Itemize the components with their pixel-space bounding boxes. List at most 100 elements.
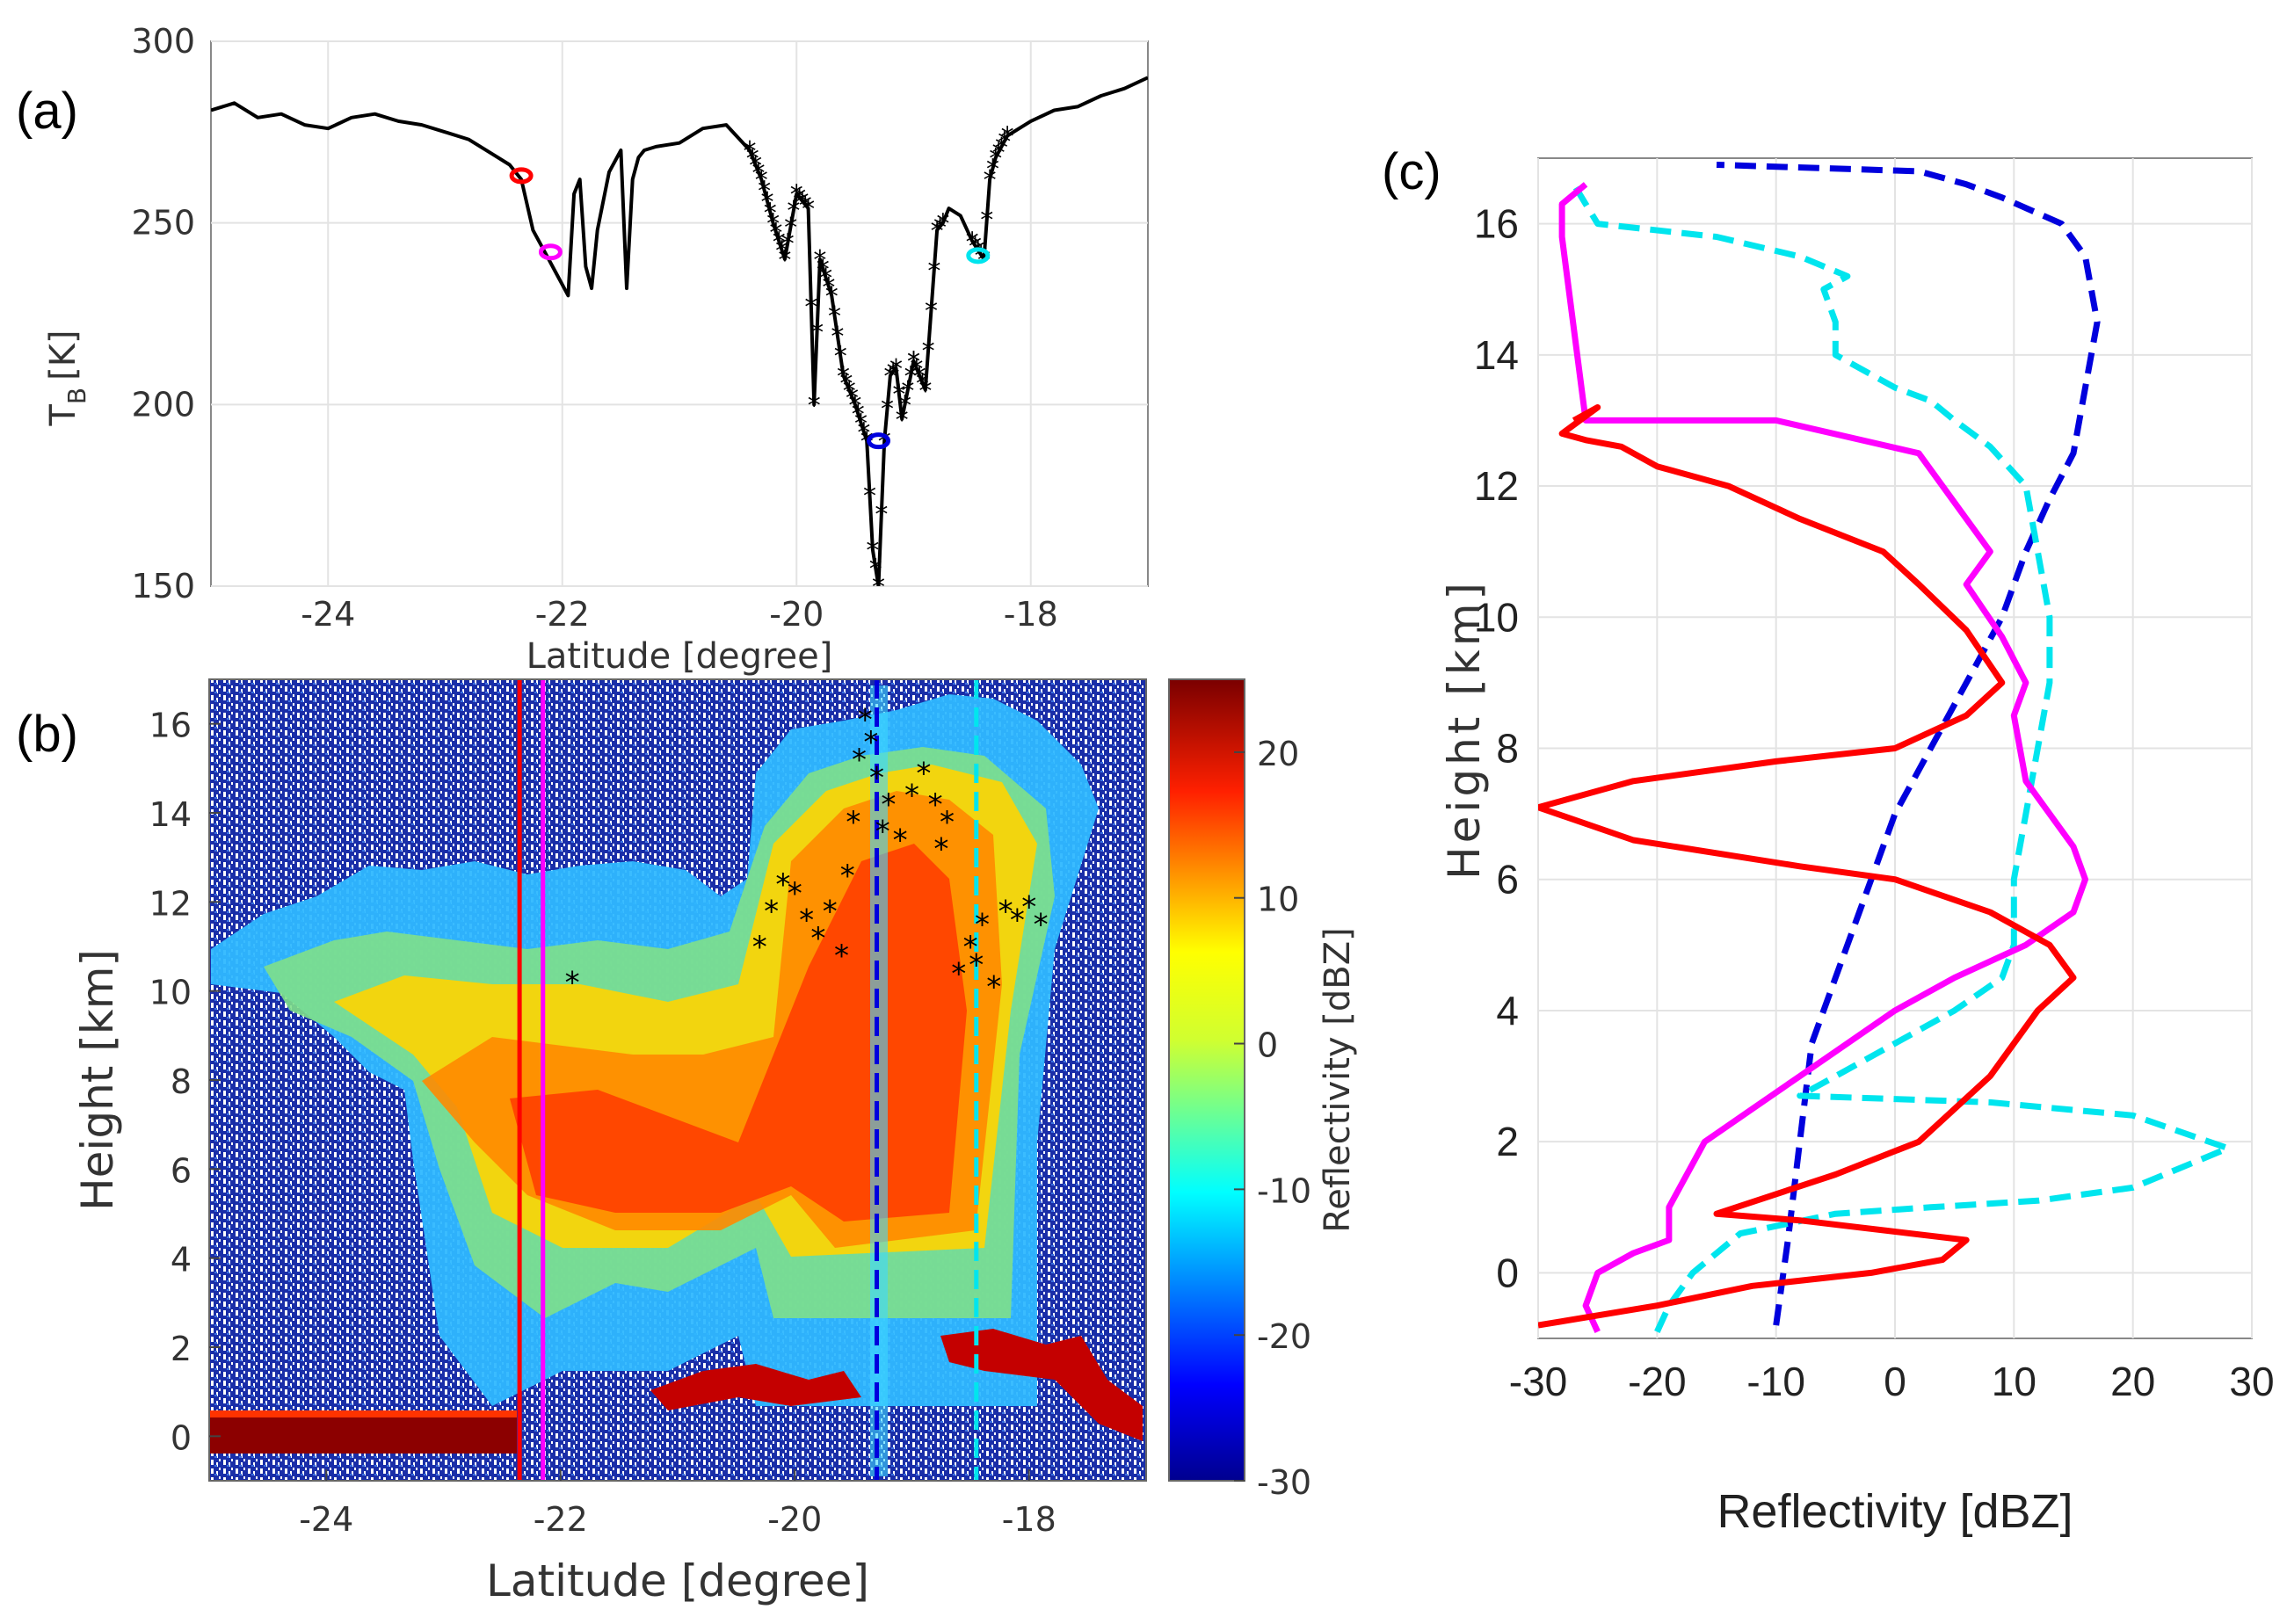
panel-b-star: * xyxy=(565,966,580,1001)
panel-b-star-markers: ******************************** xyxy=(565,703,1049,1005)
colorbar-tick-label: -20 xyxy=(1257,1317,1311,1356)
panel-a-grid xyxy=(211,40,1148,587)
panel-b-xtick-label: -18 xyxy=(1002,1500,1056,1539)
panel-b-star: * xyxy=(975,908,990,943)
panel-b-ytick-label: 2 xyxy=(171,1330,192,1368)
colorbar-tick-label: -10 xyxy=(1257,1171,1311,1210)
panel-b-star: * xyxy=(969,947,984,982)
panel-a-ticks: -24 -22 -20 -18 150 200 250 300 xyxy=(131,22,1057,634)
panel-a-ytick-label: 200 xyxy=(131,385,195,424)
panel-a-axes-box xyxy=(210,40,1149,587)
panel-b-star: * xyxy=(869,760,884,795)
panel-c-profile-red xyxy=(1538,404,2077,1329)
panel-b-xtick-label: -22 xyxy=(534,1500,588,1539)
colorbar-label: Reflectivity [dBZ] xyxy=(1318,927,1358,1233)
panel-c-ytick-label: 6 xyxy=(1496,857,1519,903)
panel-c-xtick-label: 30 xyxy=(2229,1359,2274,1404)
panel-b-star: * xyxy=(858,703,873,738)
panel-b-star: * xyxy=(1021,889,1036,924)
panel-a-ytick-label: 300 xyxy=(131,22,195,61)
panel-b-ytick-label: 10 xyxy=(149,974,192,1012)
panel-b-star: * xyxy=(916,756,931,791)
panel-label-b: (b) xyxy=(16,706,78,763)
panel-b-star: * xyxy=(810,921,825,956)
panel-a-ylabel-sub: B xyxy=(62,388,91,404)
panel-b-star: * xyxy=(775,867,790,903)
panel-b-xlabel: Latitude [degree] xyxy=(486,1555,869,1606)
panel-b-star: * xyxy=(928,787,943,823)
panel-c-xlabel: Reflectivity [dBZ] xyxy=(1717,1485,2073,1538)
colorbar-tick-label: 10 xyxy=(1257,881,1299,919)
panel-label-a: (a) xyxy=(16,83,78,140)
panel-c-profile-blue xyxy=(1716,162,2101,1326)
panel-a-xtick-label: -24 xyxy=(301,595,355,634)
panel-b-star: * xyxy=(998,894,1013,929)
panel-b-star: * xyxy=(752,930,767,965)
colorbar-tick-label: -30 xyxy=(1257,1463,1311,1502)
panel-b-star: * xyxy=(834,939,849,974)
panel-c-xtick-label: -10 xyxy=(1746,1359,1804,1404)
panel-b-star: * xyxy=(799,903,814,939)
panel-c-profile-magenta xyxy=(1558,182,2088,1333)
panel-c-ticks: -30 -20 -10 0 10 20 30 0 2 4 6 8 10 12 14 16 xyxy=(1474,201,2275,1404)
panel-c-xtick-label: -30 xyxy=(1509,1359,1567,1404)
panel-b-xtick-label: -20 xyxy=(767,1500,822,1539)
panel-b-star: * xyxy=(875,814,890,849)
panel-a-ytick-label: 250 xyxy=(131,204,195,243)
panel-b-star: * xyxy=(764,894,779,929)
panel-a-xtick-label: -20 xyxy=(769,595,824,634)
panel-a-xlabel: Latitude [degree] xyxy=(526,636,833,677)
panel-b-star: * xyxy=(823,894,838,929)
panel-b-xtick-label: -24 xyxy=(299,1500,353,1539)
panel-a-ytick-label: 150 xyxy=(131,567,195,605)
panel-b-ytick-label: 16 xyxy=(149,707,192,745)
panel-b-ytick-label: 6 xyxy=(171,1151,192,1190)
colorbar xyxy=(1168,678,1245,1482)
panel-b-star: * xyxy=(963,930,978,965)
panel-c-ytick-label: 0 xyxy=(1496,1250,1519,1295)
panel-a-ylabel-main: T xyxy=(43,404,83,427)
panel-a-ylabel: TB [K] xyxy=(43,330,91,426)
panel-b-star: * xyxy=(788,876,802,911)
panel-c-xtick-label: 20 xyxy=(2110,1359,2155,1404)
panel-b-star: * xyxy=(951,956,966,991)
panel-b-ticks: -24 -22 -20 -18 0 2 4 6 8 10 12 14 16 xyxy=(149,707,1056,1539)
panel-b-star: * xyxy=(986,970,1001,1005)
panel-a-tb-line xyxy=(211,76,1148,586)
panel-c-ytick-label: 14 xyxy=(1474,332,1519,378)
panel-a-ylabel-unit: [K] xyxy=(43,330,83,380)
panel-c-ylabel: Height [km] xyxy=(1439,579,1490,880)
panel-b-heatmap: ******************************** xyxy=(209,679,1146,1481)
panel-b-profile-lines xyxy=(517,679,979,1481)
panel-label-c: (c) xyxy=(1382,143,1441,200)
panel-c-xtick-label: -20 xyxy=(1628,1359,1686,1404)
panel-c-ytick-label: 12 xyxy=(1474,463,1519,509)
panel-c-ytick-label: 10 xyxy=(1474,594,1519,640)
panel-b-star: * xyxy=(1010,903,1025,939)
panel-b-ylabel: Height [km] xyxy=(72,949,123,1211)
panel-c-lines xyxy=(1538,162,2232,1333)
panel-a-selected-marker xyxy=(509,167,534,185)
panel-b-star: * xyxy=(840,859,855,894)
panel-b-star: * xyxy=(863,725,878,760)
panel-c-xtick-label: 0 xyxy=(1884,1359,1906,1404)
panel-b-star: * xyxy=(852,743,867,778)
panel-b-star: * xyxy=(940,805,955,840)
panel-a-selected-marker xyxy=(867,432,891,450)
panel-b-ytick-label: 12 xyxy=(149,884,192,923)
panel-c-ytick-label: 8 xyxy=(1496,726,1519,772)
panel-c-profiles: -30 -20 -10 0 10 20 30 0 2 4 6 8 10 12 14 16 Reflectivi… xyxy=(1439,157,2275,1538)
panel-b-star: * xyxy=(904,779,919,814)
panel-b-star: * xyxy=(846,805,860,840)
panel-c-ytick-label: 16 xyxy=(1474,201,1519,247)
panel-b-ytick-label: 4 xyxy=(171,1241,192,1280)
panel-b-star: * xyxy=(881,787,896,823)
panel-b-star: * xyxy=(1034,908,1049,943)
panel-a-selected-markers xyxy=(509,167,991,450)
panel-b-star: * xyxy=(893,823,908,858)
panel-a-xtick-label: -18 xyxy=(1004,595,1058,634)
panel-b-ytick-label: 14 xyxy=(149,795,192,834)
panel-a-selected-marker xyxy=(966,247,991,265)
